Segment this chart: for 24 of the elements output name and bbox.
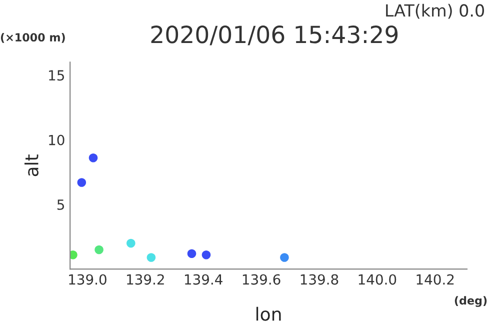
x-tick-label: 139.4	[184, 274, 222, 285]
x-tick-label: 139.0	[69, 274, 106, 285]
x-axis-title: lon	[256, 306, 281, 321]
text: (deg)	[454, 296, 487, 307]
point	[126, 238, 136, 248]
x-tick-label: 140.2	[416, 274, 454, 285]
x-tick-label: 140.0	[358, 274, 396, 285]
y-axis-title: alt	[24, 154, 38, 176]
y-tick-label: 5	[57, 200, 64, 210]
point	[280, 253, 289, 262]
x-tick-label: 139.2	[127, 274, 164, 285]
point	[187, 249, 196, 258]
point	[77, 178, 86, 187]
point	[146, 253, 156, 262]
chart-title: 2020/01/06 15:43:29	[151, 26, 398, 46]
text: (×1000 m)	[0, 32, 65, 43]
x-tick-label: 139.8	[300, 274, 338, 285]
point	[94, 245, 104, 254]
point	[88, 154, 98, 162]
y-tick-label: 15	[49, 70, 64, 81]
text: LAT(km) 0.0	[386, 4, 484, 19]
x-tick-label: 139.6	[242, 274, 280, 285]
point	[202, 250, 211, 260]
y-tick-label: 10	[49, 134, 64, 146]
